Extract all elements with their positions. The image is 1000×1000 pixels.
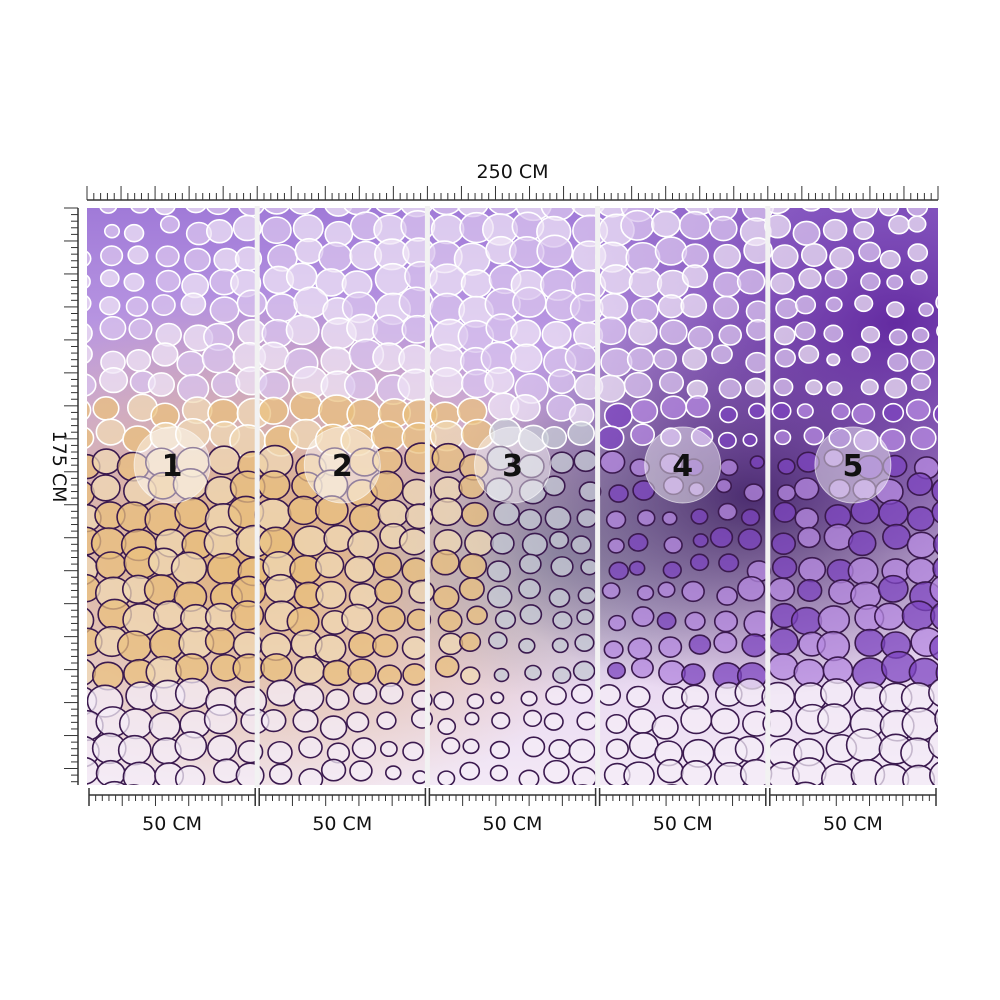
panel-number: 3 xyxy=(502,449,523,484)
panel-number: 5 xyxy=(842,449,863,484)
panel-gaps xyxy=(254,206,771,787)
panel-width-label: 50 CM xyxy=(483,813,543,835)
panel-number: 2 xyxy=(332,449,353,484)
panel-width-label: 50 CM xyxy=(653,813,713,835)
panel-badge xyxy=(814,426,892,504)
panel-number: 4 xyxy=(672,449,693,484)
width-label: 250 CM xyxy=(477,161,549,183)
panel-badge xyxy=(303,426,381,504)
rulers xyxy=(64,186,939,806)
mural-artwork xyxy=(87,208,938,785)
panel-badge xyxy=(133,426,211,504)
panel-badge xyxy=(644,426,722,504)
panel-number: 1 xyxy=(162,449,183,484)
panel-width-label: 50 CM xyxy=(142,813,202,835)
panel-width-label: 50 CM xyxy=(823,813,883,835)
panel-width-label: 50 CM xyxy=(312,813,372,835)
panel-badge xyxy=(474,426,551,504)
height-label: 175 CM xyxy=(48,431,70,503)
